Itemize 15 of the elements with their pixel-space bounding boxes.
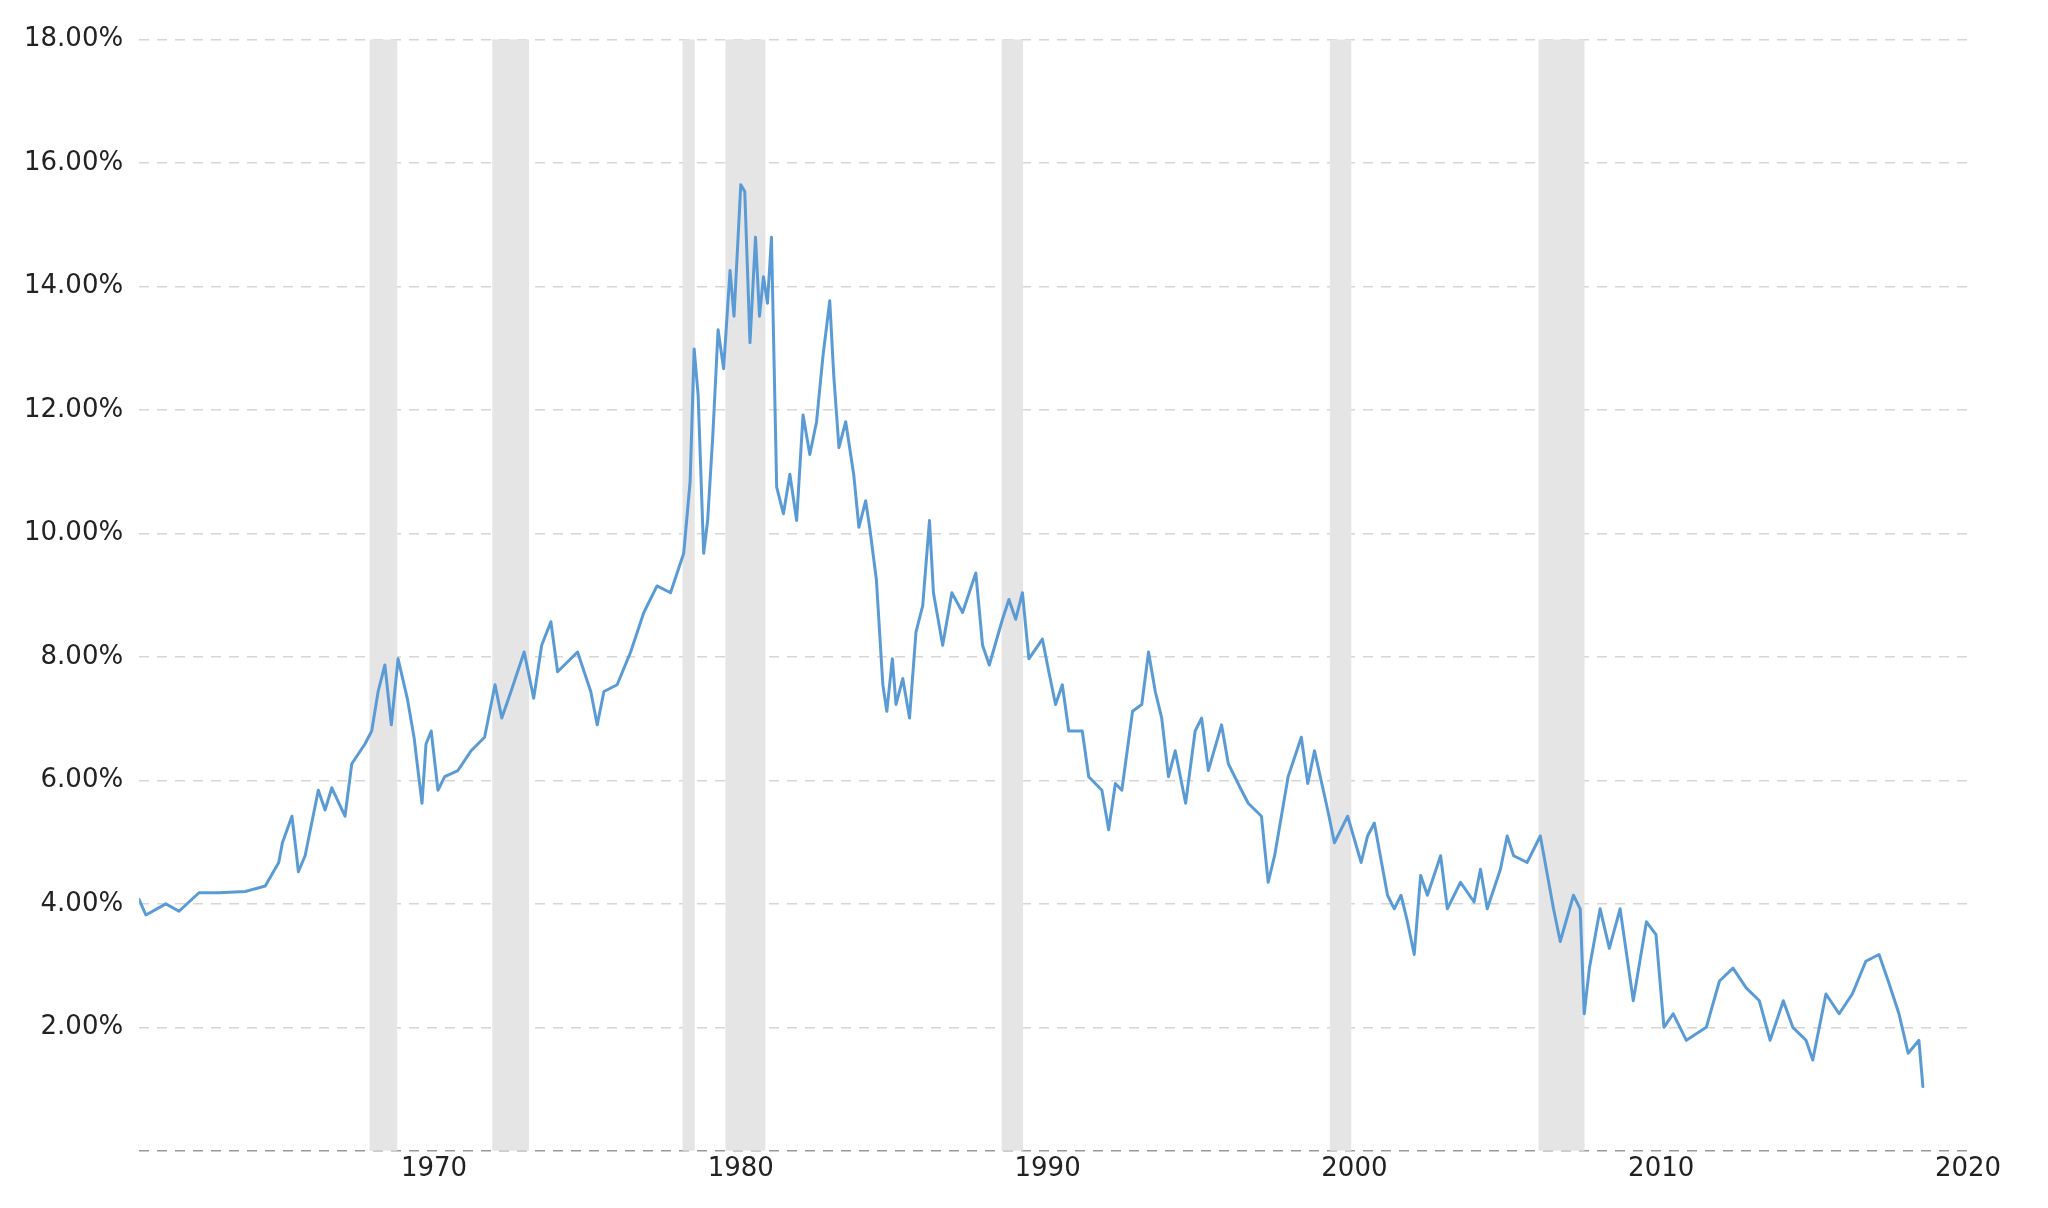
x-tick-label: 1970 [400,1152,468,1183]
x-tick-label: 2010 [1628,1152,1695,1183]
y-tick-label: 6.00% [40,763,124,794]
y-tick-label: 14.00% [24,269,124,300]
x-tick-label: 2020 [1934,1152,2002,1183]
y-tick-label: 18.00% [24,22,124,53]
y-tick-label: 16.00% [24,145,124,176]
y-tick-label: 2.00% [40,1010,124,1041]
x-tick-label: 1980 [707,1152,774,1183]
y-tick-label: 12.00% [24,392,124,423]
y-tick-label: 10.00% [24,516,124,547]
x-tick-label: 2000 [1321,1152,1388,1183]
y-tick-label: 8.00% [40,639,124,670]
x-tick-label: 1990 [1014,1152,1081,1183]
y-tick-label: 4.00% [40,886,124,917]
